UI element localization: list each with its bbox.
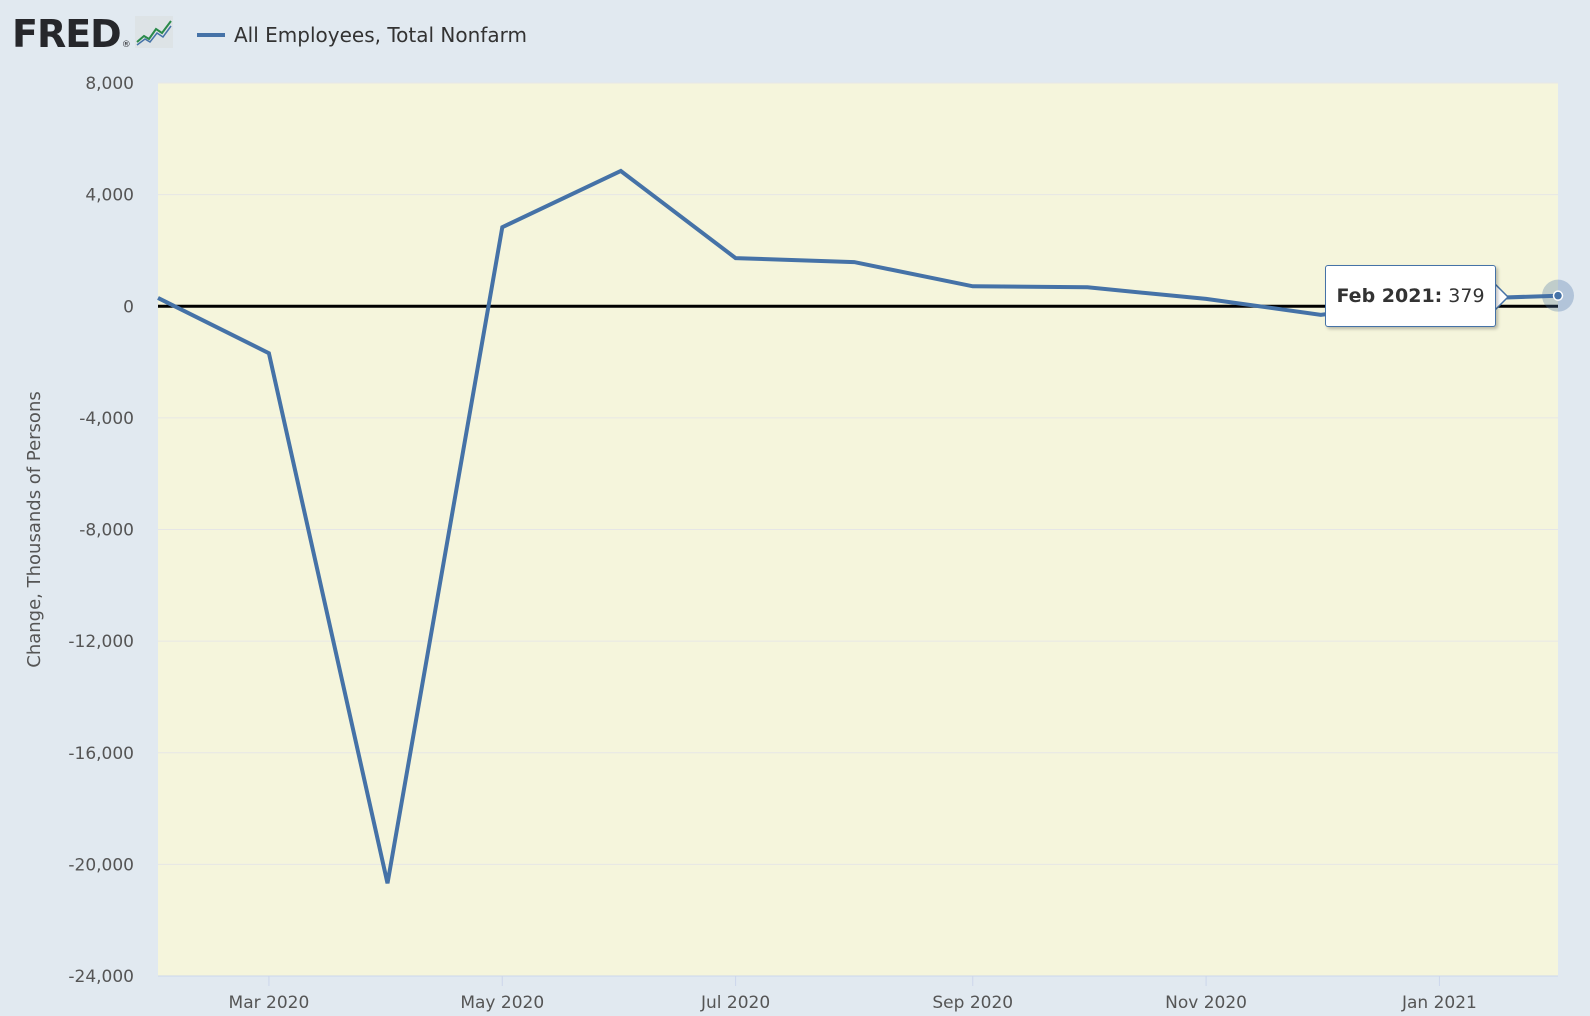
x-tick-label: Sep 2020 <box>932 993 1013 1013</box>
y-tick-label: -24,000 <box>68 967 134 987</box>
registered-mark: ® <box>121 40 131 50</box>
data-point[interactable] <box>1320 314 1321 315</box>
y-tick-label: -16,000 <box>68 744 134 764</box>
fred-logo[interactable]: FRED ® <box>12 12 173 56</box>
y-tick-label: -4,000 <box>79 409 134 429</box>
tooltip-date: Feb 2021: <box>1336 285 1443 307</box>
data-point[interactable] <box>158 297 159 298</box>
legend[interactable]: All Employees, Total Nonfarm <box>197 20 527 50</box>
data-point[interactable] <box>972 286 973 287</box>
tooltip: Feb 2021: 379 <box>1325 265 1496 327</box>
y-tick-label: -12,000 <box>68 632 134 652</box>
y-tick-label: -20,000 <box>68 855 134 875</box>
y-axis: 8,000 4,000 0 -4,000 -8,000 -12,000 -16,000 -20… <box>68 74 134 987</box>
x-tick-label: Jan 2021 <box>1401 993 1477 1013</box>
data-point[interactable] <box>1087 287 1088 288</box>
data-point[interactable] <box>735 258 736 259</box>
data-point[interactable] <box>854 262 855 263</box>
y-tick-label: 0 <box>123 297 134 317</box>
legend-label: All Employees, Total Nonfarm <box>234 23 527 47</box>
hover-marker <box>1542 279 1574 312</box>
data-point[interactable] <box>1206 298 1207 299</box>
x-axis: Mar 2020 May 2020 Jul 2020 Sep 2020 Nov 2020… <box>158 975 1558 1013</box>
data-point[interactable] <box>502 227 503 228</box>
x-tick-label: Nov 2020 <box>1165 993 1247 1013</box>
legend-swatch <box>197 33 225 37</box>
y-tick-label: 4,000 <box>85 186 134 206</box>
hover-point <box>1552 290 1564 301</box>
data-point[interactable] <box>268 353 269 354</box>
line-graph-icon <box>134 16 173 52</box>
y-tick-label: 8,000 <box>85 74 134 94</box>
fred-logo-text: FRED <box>12 12 122 56</box>
x-tick-label: Mar 2020 <box>229 993 310 1013</box>
data-point[interactable] <box>620 171 621 172</box>
data-point[interactable] <box>387 883 388 884</box>
x-tick-label: Jul 2020 <box>700 993 770 1013</box>
tooltip-value: 379 <box>1448 285 1485 307</box>
y-tick-label: -8,000 <box>79 521 134 541</box>
chart-header: FRED ® All Employees, Total Nonfarm <box>0 0 1590 70</box>
series-line[interactable] <box>157 168 1559 884</box>
x-tick-label: May 2020 <box>460 993 544 1013</box>
y-axis-title: Change, Thousands of Persons <box>24 391 45 667</box>
